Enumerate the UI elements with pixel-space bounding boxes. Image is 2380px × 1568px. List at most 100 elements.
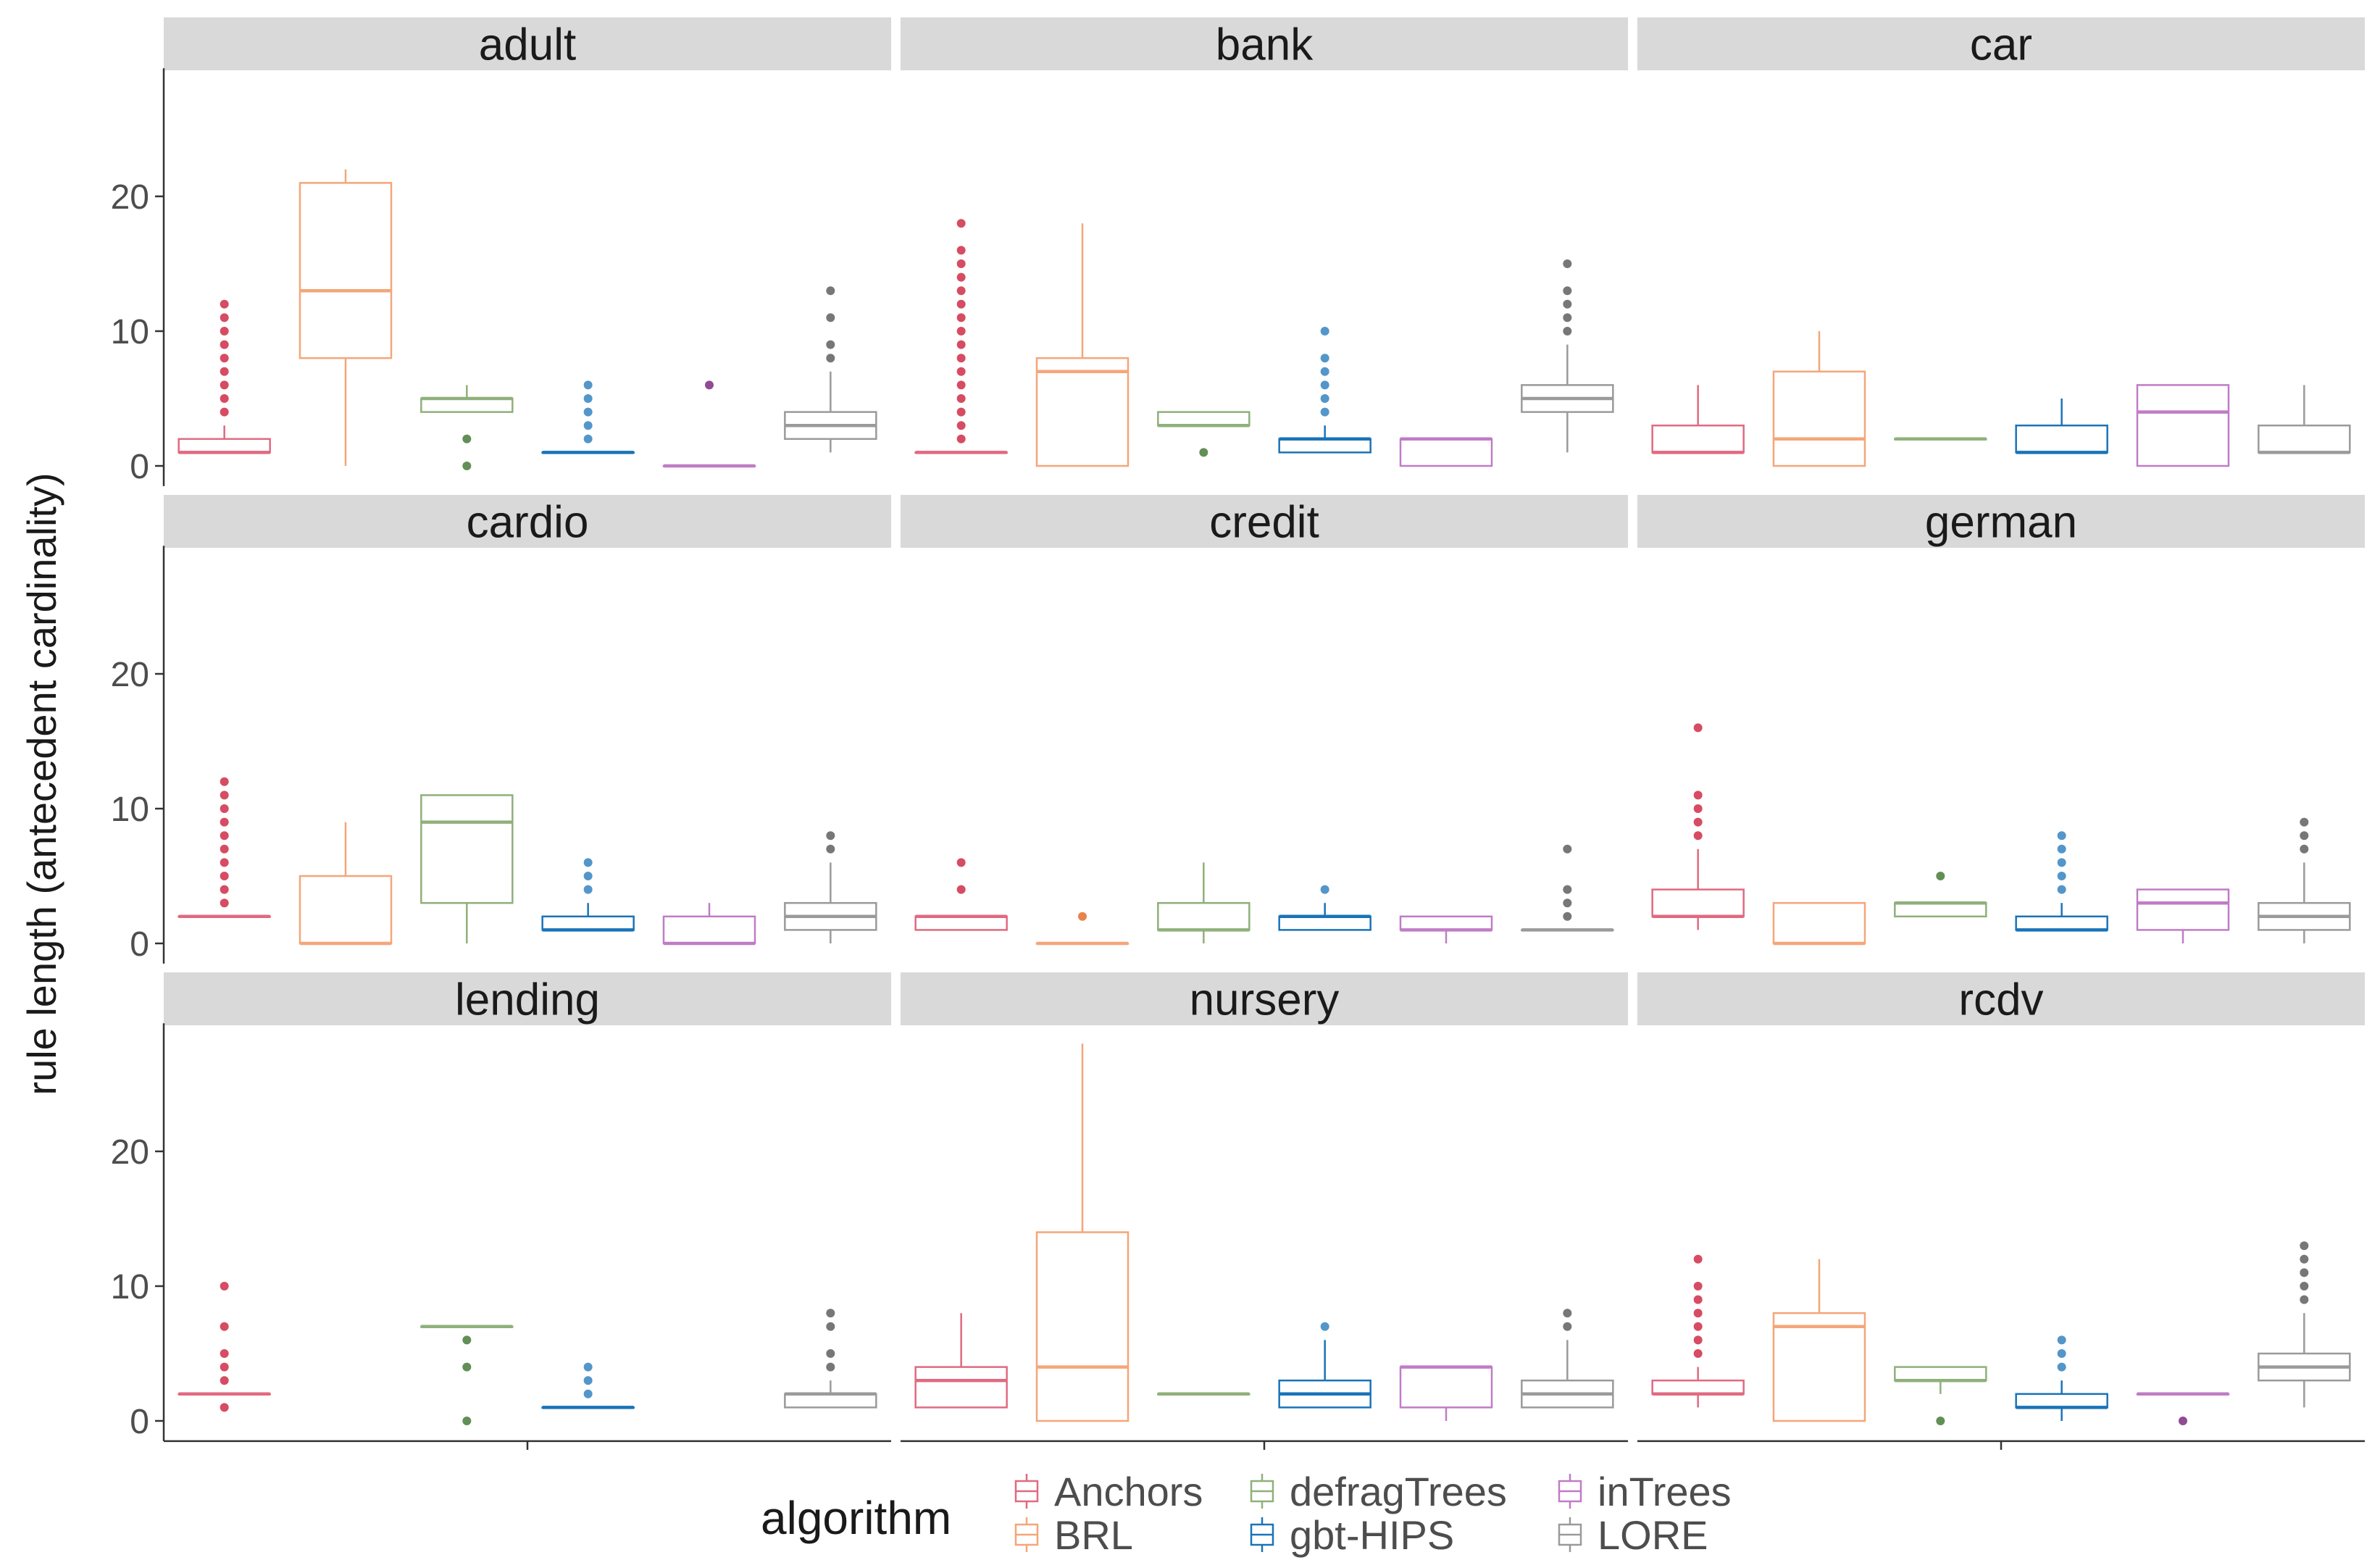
outlier-point xyxy=(583,885,593,894)
facet-panel-car: car xyxy=(1637,17,2365,467)
outlier-point xyxy=(2179,1417,2187,1425)
box-Anchors xyxy=(1651,723,1745,930)
outlier-point xyxy=(1693,817,1703,827)
outlier-point xyxy=(1693,831,1703,841)
outlier-point xyxy=(220,313,229,322)
outlier-point xyxy=(1693,1335,1703,1345)
box-iqr xyxy=(1278,438,1371,454)
box-Anchors xyxy=(1651,385,1745,454)
outlier-point xyxy=(1563,898,1572,908)
y-tick-label: 20 xyxy=(111,178,149,217)
outlier-point xyxy=(1693,791,1703,800)
box-inTrees xyxy=(1399,437,1493,467)
box-iqr xyxy=(2258,424,2351,454)
legend-item-defragTrees: defragTrees xyxy=(1250,1469,1507,1514)
outlier-point xyxy=(220,791,229,800)
outlier-point xyxy=(1199,448,1208,457)
outlier-point xyxy=(220,367,229,376)
facet-strip-label: nursery xyxy=(1190,975,1340,1025)
box-defragTrees xyxy=(420,1325,514,1425)
y-tick-label: 20 xyxy=(111,656,149,694)
box-iqr xyxy=(2136,888,2230,931)
box-iqr xyxy=(1772,901,1866,945)
outlier-point xyxy=(2300,1254,2309,1264)
box-gbt-HIPS xyxy=(541,380,635,454)
outlier-point xyxy=(956,380,966,390)
outlier-point xyxy=(956,421,966,430)
box-Anchors xyxy=(178,299,271,454)
y-tick-label: 0 xyxy=(130,925,149,964)
outlier-point xyxy=(956,313,966,322)
outlier-point xyxy=(220,354,229,363)
y-tick-label: 10 xyxy=(111,1268,149,1306)
box-LORE xyxy=(1521,1309,1614,1409)
legend-label: gbt-HIPS xyxy=(1290,1512,1454,1558)
outlier-point xyxy=(583,407,593,417)
box-BRL xyxy=(298,169,393,466)
box-gbt-HIPS xyxy=(2015,831,2108,932)
outlier-point xyxy=(583,421,593,430)
box-iqr xyxy=(298,875,393,945)
outlier-point xyxy=(2300,1282,2309,1290)
box-LORE xyxy=(784,1309,877,1409)
outlier-point xyxy=(583,394,593,403)
outlier-point xyxy=(956,858,966,867)
box-LORE xyxy=(2258,385,2351,454)
box-BRL xyxy=(298,822,393,946)
outlier-point xyxy=(1693,1254,1703,1264)
outlier-point xyxy=(826,831,835,841)
outlier-point xyxy=(2057,1362,2066,1372)
facet-strip xyxy=(1637,17,2365,70)
box-iqr xyxy=(298,182,393,359)
box-defragTrees xyxy=(1894,872,1987,918)
box-defragTrees xyxy=(1157,1392,1250,1396)
outlier-point xyxy=(1320,394,1329,403)
outlier-point xyxy=(2057,844,2066,854)
outlier-point xyxy=(826,1309,835,1318)
outlier-point xyxy=(1693,1295,1703,1304)
box-iqr xyxy=(914,915,1008,931)
outlier-point xyxy=(2300,1241,2309,1251)
outlier-point xyxy=(220,777,229,786)
box-defragTrees xyxy=(420,385,514,470)
legend-item-LORE: LORE xyxy=(1558,1512,1708,1558)
box-iqr xyxy=(178,438,271,454)
box-Anchors xyxy=(178,1282,271,1412)
outlier-point xyxy=(956,394,966,403)
box-Anchors xyxy=(178,777,271,919)
outlier-point xyxy=(1563,286,1572,296)
outlier-point xyxy=(583,1376,593,1385)
box-iqr xyxy=(2015,424,2108,454)
box-gbt-HIPS xyxy=(1278,885,1371,931)
box-LORE xyxy=(2258,817,2351,943)
outlier-point xyxy=(1936,1417,1945,1425)
box-BRL xyxy=(1035,912,1130,946)
outlier-point xyxy=(220,1282,229,1290)
box-gbt-HIPS xyxy=(1278,1322,1371,1409)
outlier-point xyxy=(1693,1282,1703,1290)
facet-strip-label: adult xyxy=(479,20,576,70)
outlier-point xyxy=(462,1362,472,1372)
legend-label: defragTrees xyxy=(1290,1469,1507,1514)
box-iqr xyxy=(1651,424,1745,454)
box-iqr xyxy=(1772,370,1866,467)
box-iqr xyxy=(420,794,514,904)
box-iqr xyxy=(784,1393,877,1409)
facet-strip-label: car xyxy=(1970,20,2032,70)
outlier-point xyxy=(956,272,966,282)
box-LORE xyxy=(2258,1241,2351,1408)
outlier-point xyxy=(583,1362,593,1372)
outlier-point xyxy=(220,299,229,309)
outlier-point xyxy=(2300,817,2309,827)
box-LORE xyxy=(784,286,877,453)
outlier-point xyxy=(956,434,966,443)
y-tick-label: 10 xyxy=(111,791,149,829)
facet-strip-label: cardio xyxy=(467,498,589,548)
y-tick-label: 0 xyxy=(130,448,149,486)
box-iqr xyxy=(1651,1379,1745,1396)
y-tick-label: 10 xyxy=(111,313,149,351)
box-inTrees xyxy=(2136,384,2230,467)
outlier-point xyxy=(583,858,593,867)
box-iqr xyxy=(1399,438,1493,467)
